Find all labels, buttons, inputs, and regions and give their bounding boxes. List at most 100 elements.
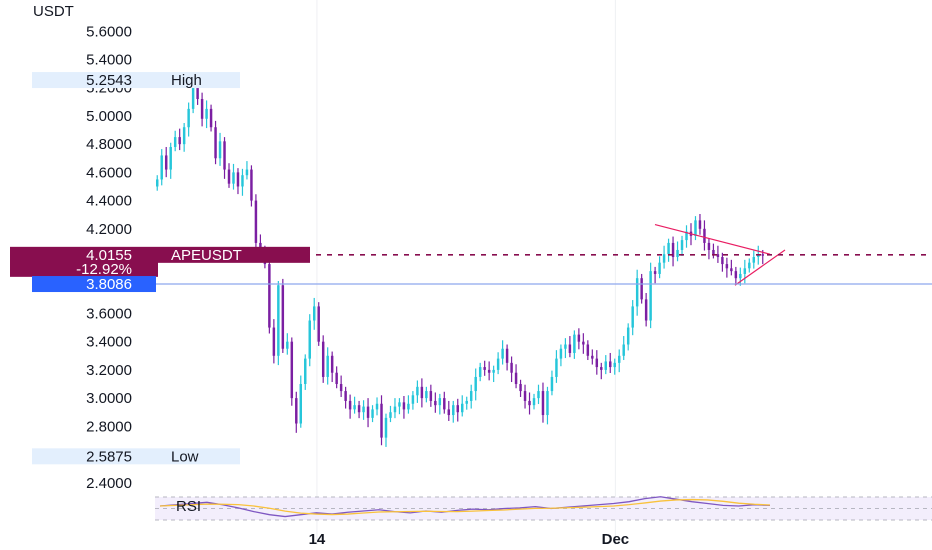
candle-body <box>667 242 670 255</box>
candle-body <box>613 362 616 368</box>
candle-body <box>371 409 374 418</box>
rsi-line <box>159 496 771 518</box>
high-tag-bg <box>32 72 240 89</box>
last-price-tag-bg <box>10 246 158 277</box>
y-tick-label: 3.6000 <box>86 305 132 322</box>
candle-body <box>375 403 379 410</box>
last-price-change: -12.92% <box>76 261 132 278</box>
candle-body <box>469 391 473 401</box>
candle-body <box>156 179 159 187</box>
candle-body <box>680 240 684 250</box>
candle-body <box>452 405 455 416</box>
candle-body <box>317 306 320 342</box>
candle-body <box>416 386 419 396</box>
candle-body <box>595 358 599 368</box>
candle-body <box>182 127 186 145</box>
candle-body <box>250 169 253 201</box>
candle-body <box>586 344 590 356</box>
candle-body <box>304 358 307 385</box>
candle-body <box>461 403 464 413</box>
candle-body <box>537 391 540 399</box>
candle-body <box>492 369 495 373</box>
candle-body <box>389 412 392 418</box>
rsi-ma-line <box>159 498 771 516</box>
y-tick-label: 2.4000 <box>86 475 132 492</box>
candle-body <box>200 99 204 119</box>
candle-body <box>609 361 612 368</box>
candle-body <box>622 344 625 356</box>
y-tick-label: 5.0000 <box>86 108 132 125</box>
candle-body <box>676 249 679 258</box>
candle-body <box>523 391 527 401</box>
last-price-value: 4.0155 <box>86 247 132 264</box>
candle-body <box>290 341 294 399</box>
candle-body <box>173 137 177 147</box>
candle-body <box>196 87 199 100</box>
candle-body <box>748 262 751 269</box>
candle-body <box>218 141 222 159</box>
candle-body <box>474 376 477 392</box>
x-tick-label: 14 <box>309 531 326 548</box>
candle-body <box>209 108 213 128</box>
candle-body <box>429 391 433 401</box>
candle-body <box>505 348 509 363</box>
candle-body <box>716 254 720 258</box>
candle-body <box>214 127 217 159</box>
symbol-tag-bg <box>158 246 310 263</box>
candle-body <box>366 406 370 418</box>
candle-body <box>169 146 172 170</box>
candle-body <box>178 137 181 145</box>
candles <box>156 79 764 447</box>
level-tag-bg <box>32 276 156 293</box>
candle-body <box>550 376 554 392</box>
candle-body <box>501 348 504 359</box>
candle-body <box>205 108 208 119</box>
candle-body <box>348 400 352 410</box>
candle-body <box>384 417 388 438</box>
y-tick-label: 5.6000 <box>86 23 132 40</box>
high-value-label: 5.2543 <box>86 72 132 89</box>
candle-body <box>483 367 486 370</box>
candle-body <box>254 200 258 243</box>
symbol-label: APEUSDT <box>171 247 242 264</box>
candle-body <box>191 87 195 109</box>
candle-body <box>223 141 226 170</box>
y-tick-label: 5.4000 <box>86 52 132 69</box>
candle-body <box>487 369 491 373</box>
candle-body <box>631 306 634 328</box>
candle-body <box>393 406 397 413</box>
candle-body <box>662 254 666 263</box>
candle-body <box>241 175 244 187</box>
axis-unit-label: USDT <box>33 3 74 20</box>
y-tick-label: 3.2000 <box>86 362 132 379</box>
candle-body <box>339 384 343 392</box>
candle-body <box>164 155 168 170</box>
candle-body <box>712 249 715 255</box>
candle-body <box>577 334 581 342</box>
candle-body <box>402 402 406 410</box>
candle-body <box>465 400 468 404</box>
candle-body <box>272 327 276 356</box>
candle-body <box>326 355 329 377</box>
pattern-lower-trendline <box>734 249 786 286</box>
candle-body <box>734 271 738 279</box>
candle-body <box>236 172 240 187</box>
candle-body <box>438 398 442 406</box>
candle-body <box>447 409 451 416</box>
candle-body <box>555 358 558 377</box>
candle-body <box>411 395 415 404</box>
candle-body <box>626 327 630 345</box>
candle-body <box>658 262 661 274</box>
candle-body <box>510 362 513 373</box>
candle-body <box>330 355 334 373</box>
candle-body <box>281 285 285 349</box>
candle-body <box>286 341 289 349</box>
candle-body <box>698 220 702 229</box>
candle-body <box>335 372 338 385</box>
y-tick-label: 4.6000 <box>86 164 132 181</box>
candle-body <box>380 403 383 438</box>
candle-body <box>568 344 572 353</box>
y-tick-label: 4.8000 <box>86 136 132 153</box>
candle-body <box>456 405 459 413</box>
